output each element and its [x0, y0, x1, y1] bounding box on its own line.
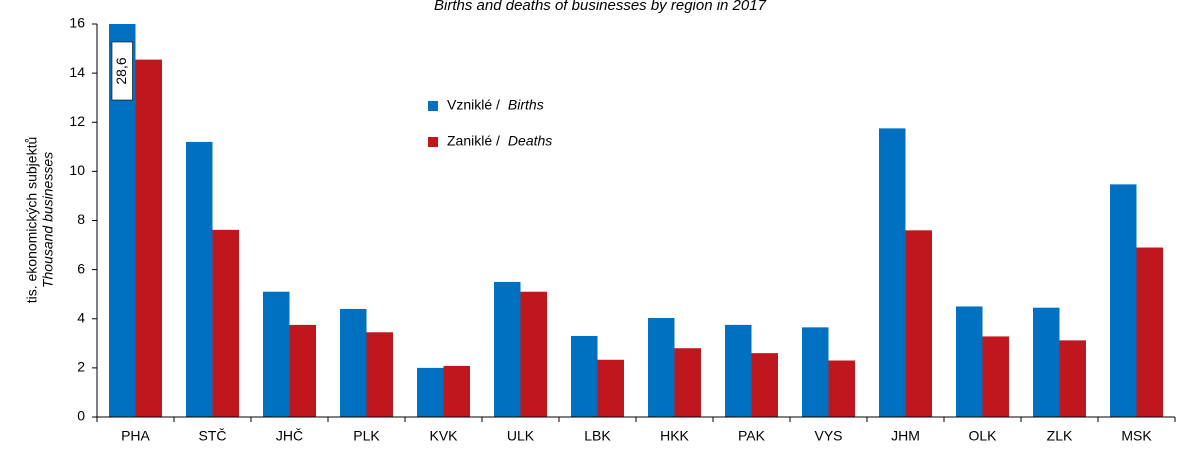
- x-tick-label: MSK: [1121, 428, 1152, 444]
- bar: [417, 367, 444, 417]
- bar: [263, 291, 290, 417]
- bar: [648, 318, 675, 417]
- value-label: 28,6: [113, 57, 129, 84]
- bar: [366, 332, 393, 417]
- bar: [212, 229, 239, 417]
- legend-swatch: [428, 101, 438, 111]
- y-tick-label: 6: [77, 260, 85, 276]
- bar: [802, 327, 829, 417]
- bar: [1110, 184, 1137, 417]
- x-tick-label: LBK: [584, 428, 611, 444]
- y-axis-label: tis. ekonomických subjektů: [24, 137, 40, 304]
- legend-label: Zaniklé /: [447, 133, 500, 149]
- x-tick-label: HKK: [660, 428, 689, 444]
- bar: [725, 324, 752, 417]
- bar: [571, 335, 598, 417]
- bar: [751, 353, 778, 417]
- bar: [186, 141, 213, 417]
- legend-box: [415, 86, 625, 160]
- x-tick-label: JHČ: [276, 428, 303, 444]
- bar: [905, 230, 932, 417]
- bar: [494, 281, 521, 417]
- bar: [1059, 340, 1086, 417]
- y-tick-label: 10: [69, 162, 85, 178]
- bar: [879, 128, 906, 417]
- y-tick-label: 16: [69, 15, 85, 31]
- bar: [828, 360, 855, 417]
- bar: [1136, 247, 1163, 417]
- bars: [109, 24, 1163, 417]
- legend-swatch: [428, 137, 438, 147]
- bar: [340, 308, 367, 417]
- legend-label: Vzniklé /: [447, 97, 500, 113]
- x-tick-label: VYS: [814, 428, 842, 444]
- y-tick-label: 8: [77, 211, 85, 227]
- x-tick-label: OLK: [968, 428, 997, 444]
- bar: [956, 306, 983, 417]
- x-tick-label: PAK: [738, 428, 766, 444]
- x-tick-label: KVK: [429, 428, 458, 444]
- x-tick-label: PHA: [121, 428, 150, 444]
- chart-title: Births and deaths of businesses by regio…: [434, 0, 767, 14]
- bar: [597, 359, 624, 417]
- bar: [982, 336, 1009, 417]
- x-tick-label: ULK: [507, 428, 535, 444]
- y-tick-label: 14: [69, 64, 85, 80]
- y-axis-label-en: Thousand businesses: [40, 152, 56, 288]
- y-tick-label: 0: [77, 408, 85, 424]
- x-tick-label: ZLK: [1047, 428, 1073, 444]
- bar: [520, 291, 547, 417]
- bar: [289, 324, 316, 417]
- legend-label-en: Deaths: [508, 133, 552, 149]
- y-tick-label: 2: [77, 359, 85, 375]
- bar: [1033, 307, 1060, 417]
- x-tick-label: PLK: [353, 428, 380, 444]
- bar: [135, 59, 162, 417]
- bar: [674, 348, 701, 417]
- x-tick-label: JHM: [891, 428, 920, 444]
- legend-label-en: Births: [508, 97, 544, 113]
- x-tick-label: STČ: [199, 428, 227, 444]
- y-tick-label: 12: [69, 113, 85, 129]
- bar: [443, 365, 470, 417]
- y-tick-label: 4: [77, 309, 85, 325]
- value-label-box: [111, 41, 133, 101]
